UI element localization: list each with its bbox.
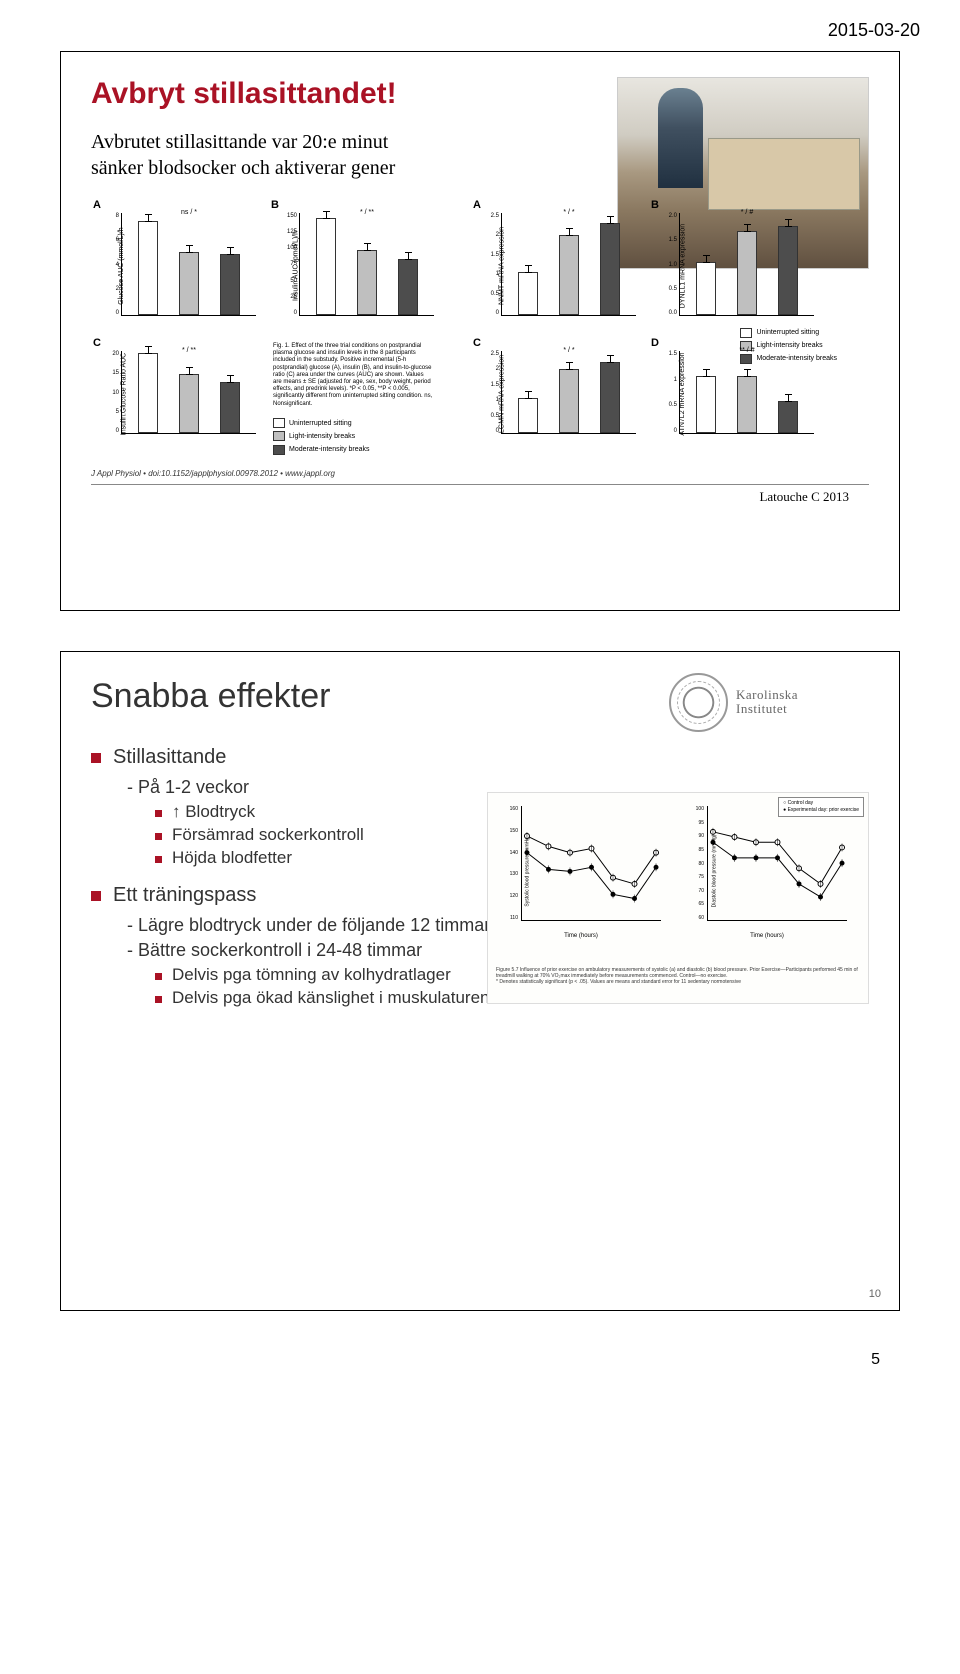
bar: [398, 259, 418, 315]
panel-C-left: C Insulin:Glucose Ratio AUC 20151050 * /…: [91, 339, 261, 449]
slide-number: 10: [869, 1288, 881, 1300]
bar: [600, 223, 620, 315]
caption-legend-col: Fig. 1. Effect of the three trial condit…: [269, 339, 439, 461]
bp-caption: Figure 5.7 Influence of prior exercise o…: [488, 965, 868, 1003]
ticks-C: 20151050: [107, 351, 119, 434]
bp-svg-B: [708, 806, 847, 920]
bp-ticks-B: 1009590858075706560: [692, 806, 704, 921]
chart-left-block: A Glucose AUC (mmol/L)/h 86420 ns / * B …: [91, 201, 461, 478]
panel-A-left: A Glucose AUC (mmol/L)/h 86420 ns / *: [91, 201, 261, 331]
legend-item: Moderate-intensity breaks: [273, 444, 435, 455]
slide-1: Avbryt stillasittandet! Avbrutet stillas…: [60, 51, 900, 611]
ki-seal-icon: [669, 673, 728, 732]
citation-rule: [91, 484, 869, 485]
bar: [138, 353, 158, 433]
panel-B-right: B DYNLL1 mRNA expression 2.01.51.00.50.0…: [649, 201, 819, 331]
legend-item: Light-intensity breaks: [273, 431, 435, 442]
bar: [316, 218, 336, 315]
plot-C: * / **: [121, 351, 256, 434]
panel-D-right: D ATN7L2 mRNA expression 1.510.50 ** / #: [649, 339, 819, 449]
ki-text: KarolinskaInstitutet: [736, 688, 798, 717]
bp-plot-B: [707, 806, 847, 921]
chart-right-block: A NNMT mRNA expression 2.521.510.50 * / …: [471, 201, 841, 478]
bp-panel-A: Systolic blood pressure (mmHg) 160150140…: [496, 801, 666, 941]
plot-RB: * / #: [679, 213, 814, 316]
citation: Latouche C 2013: [91, 489, 869, 505]
journal-ref: J Appl Physiol • doi:10.1152/japplphysio…: [91, 469, 461, 478]
bar: [518, 398, 538, 433]
subtitle-line2: sänker blodsocker och aktiverar gener: [91, 157, 395, 179]
bar: [737, 376, 757, 433]
bar: [179, 374, 199, 433]
panel-B-left: B Insulin AUC (pmol/L)/h 150125100755025…: [269, 201, 439, 331]
subtitle-line1: Avbrutet stillasittande var 20:e minut: [91, 131, 388, 153]
ticks-RA: 2.521.510.50: [487, 213, 499, 316]
bullet-l1: Stillasittande: [91, 746, 869, 769]
bar: [778, 401, 798, 433]
date: 2015-03-20: [40, 20, 920, 41]
figure-caption: Fig. 1. Effect of the three trial condit…: [269, 339, 437, 412]
bp-ticks-A: 160150140130120110: [506, 806, 518, 921]
bar: [696, 262, 716, 315]
legend-left: Uninterrupted sitting Light-intensity bre…: [269, 412, 439, 462]
ticks-RD: 1.510.50: [665, 351, 677, 434]
bar: [778, 226, 798, 315]
panel-C-right: C LGMN mRNA expression 2.521.510.50 * / …: [471, 339, 641, 449]
ticks-RB: 2.01.51.00.50.0: [665, 213, 677, 316]
plot-B: * / **: [299, 213, 434, 316]
charts-container: A Glucose AUC (mmol/L)/h 86420 ns / * B …: [91, 201, 869, 478]
bp-figure: ○ Control day ● Experimental day: prior …: [487, 792, 869, 1004]
bar: [357, 250, 377, 315]
legend-item: Uninterrupted sitting: [273, 418, 435, 429]
bar: [220, 254, 240, 315]
plot-RD: ** / #: [679, 351, 814, 434]
bar: [559, 369, 579, 433]
bar: [696, 376, 716, 433]
bar: [179, 252, 199, 315]
ki-logo: KarolinskaInstitutet: [669, 672, 869, 732]
slide-2: KarolinskaInstitutet Snabba effekter Sti…: [60, 651, 900, 1311]
page-number: 5: [40, 1351, 880, 1369]
ticks-A: 86420: [107, 213, 119, 316]
bar: [220, 382, 240, 433]
plot-RC: * / *: [501, 351, 636, 434]
legend-item: Uninterrupted sitting: [740, 327, 837, 338]
plot-RA: * / *: [501, 213, 636, 316]
bar: [138, 221, 158, 315]
panel-A-right: A NNMT mRNA expression 2.521.510.50 * / …: [471, 201, 641, 331]
bar: [737, 231, 757, 315]
bp-plot-A: [521, 806, 661, 921]
bar: [518, 272, 538, 315]
ticks-RC: 2.521.510.50: [487, 351, 499, 434]
bp-panel-B: Diastolic blood pressure (mmHg) 10095908…: [682, 801, 852, 941]
plot-A: ns / *: [121, 213, 256, 316]
ticks-B: 1501251007550250: [285, 213, 297, 316]
bar: [600, 362, 620, 433]
bar: [559, 235, 579, 315]
bp-svg-A: [522, 806, 661, 920]
